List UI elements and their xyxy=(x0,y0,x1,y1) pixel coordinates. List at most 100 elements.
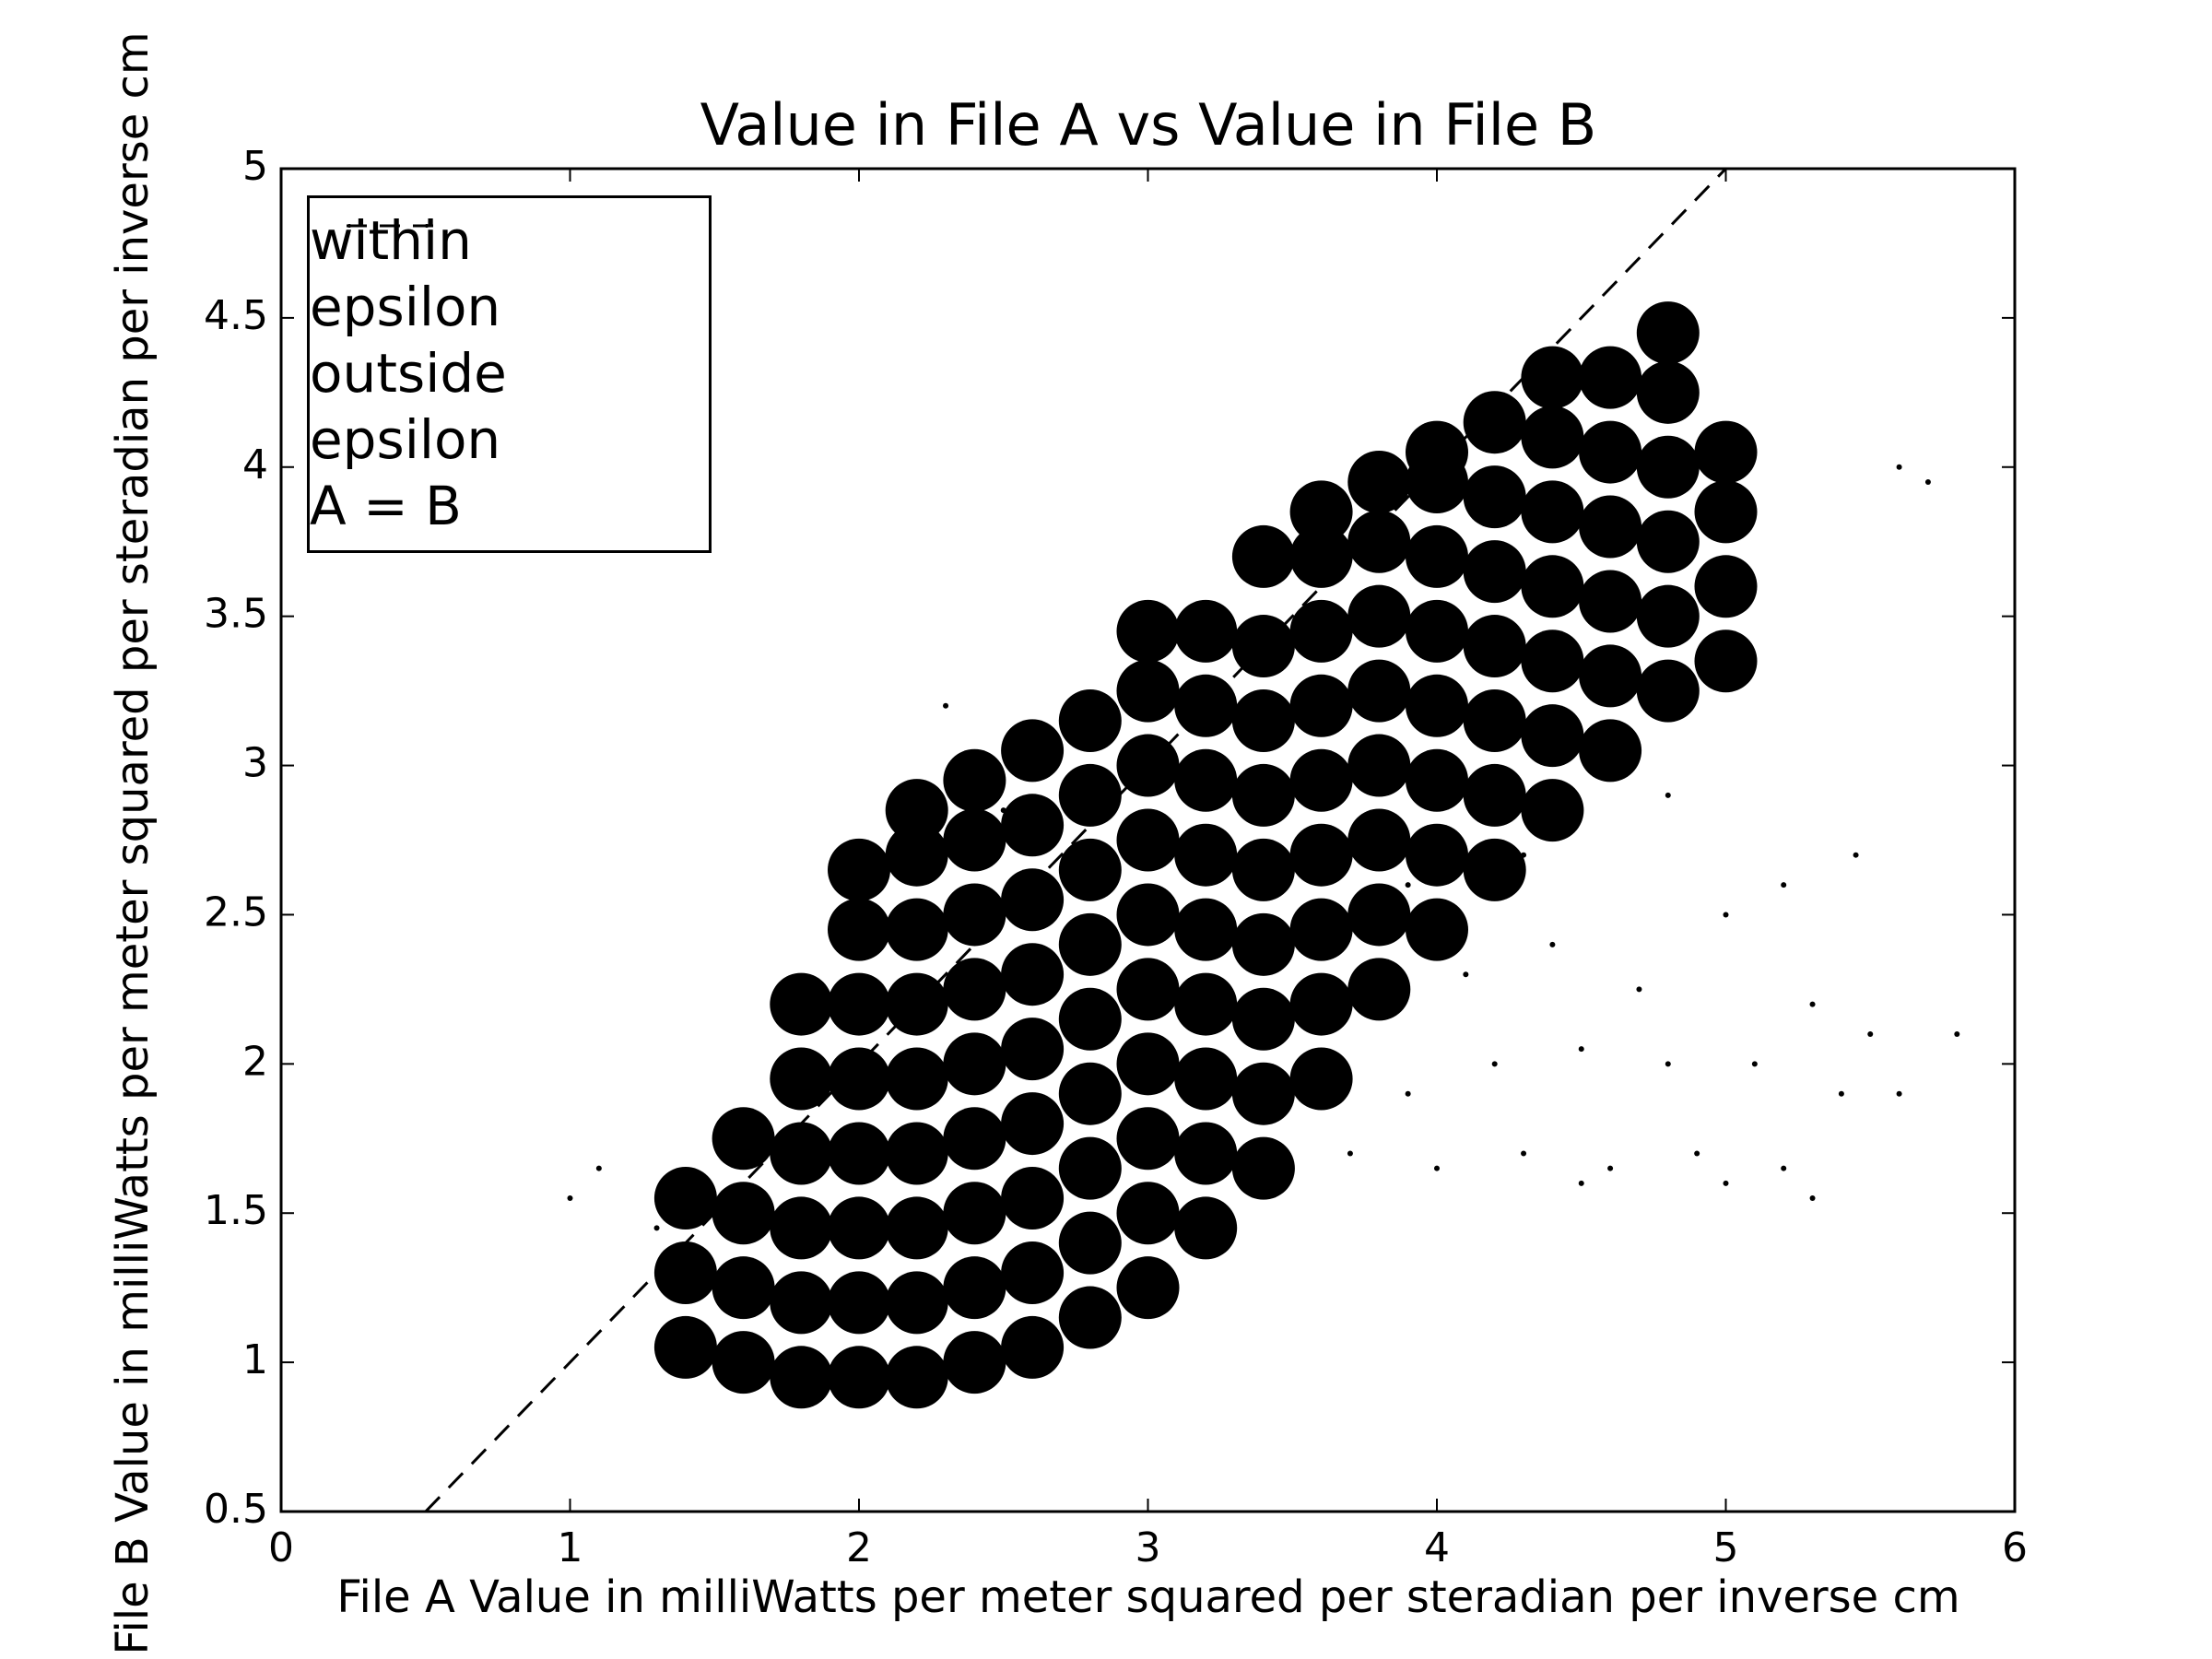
scatter-point xyxy=(1347,659,1411,723)
legend-item: A = B xyxy=(310,224,709,539)
scatter-point xyxy=(770,1271,833,1335)
scatter-point xyxy=(943,1256,1006,1320)
scatter-point xyxy=(770,1196,833,1260)
x-tick-label: 2 xyxy=(846,1524,872,1571)
scatter-point xyxy=(943,808,1006,872)
scatter-point xyxy=(1001,719,1065,782)
scatter-point xyxy=(770,972,833,1036)
scatter-point xyxy=(885,1196,948,1260)
scatter-point xyxy=(1289,972,1353,1036)
scatter-point xyxy=(885,823,948,887)
scatter-point xyxy=(1347,734,1411,797)
scatter-point xyxy=(1347,958,1411,1021)
scatter-point xyxy=(1406,524,1468,588)
scatter-point xyxy=(1174,972,1238,1036)
x-tick-label: 1 xyxy=(558,1524,583,1571)
y-tick-label: 1 xyxy=(242,1336,268,1383)
scatter-point xyxy=(1579,346,1642,409)
scatter-point xyxy=(1809,1195,1816,1202)
scatter-point xyxy=(1405,1090,1411,1097)
scatter-point xyxy=(943,1182,1006,1245)
scatter-point xyxy=(943,1107,1006,1171)
scatter-point xyxy=(1347,1150,1353,1157)
scatter-point xyxy=(1001,943,1065,1006)
scatter-point xyxy=(885,1047,948,1111)
scatter-point xyxy=(1521,346,1584,409)
y-tick-label: 3.5 xyxy=(204,591,268,638)
scatter-point xyxy=(1636,360,1700,424)
scatter-point xyxy=(1434,1165,1440,1171)
x-tick-label: 6 xyxy=(2002,1524,2028,1571)
scatter-point xyxy=(1406,898,1468,961)
scatter-point xyxy=(1116,1107,1180,1171)
x-tick-label: 3 xyxy=(1135,1524,1161,1571)
scatter-point xyxy=(828,1346,890,1409)
scatter-point xyxy=(653,1167,717,1230)
scatter-point xyxy=(1636,301,1700,365)
scatter-point xyxy=(1636,659,1700,723)
scatter-point xyxy=(1579,570,1642,633)
scatter-point xyxy=(1579,644,1642,708)
scatter-point xyxy=(653,1241,717,1304)
scatter-point xyxy=(1521,555,1584,618)
scatter-point xyxy=(1406,420,1468,484)
reference-line xyxy=(424,169,1727,1512)
scatter-point xyxy=(1058,688,1122,752)
scatter-point xyxy=(1463,688,1526,752)
scatter-point xyxy=(712,1107,775,1171)
scatter-point xyxy=(1463,391,1526,454)
legend: within epsilon outside epsilon A = B xyxy=(307,195,712,553)
scatter-point xyxy=(1058,1136,1122,1200)
scatter-point xyxy=(1116,1256,1180,1320)
scatter-point xyxy=(1924,478,1931,485)
scatter-point xyxy=(1896,464,1902,470)
legend-item: outside epsilon xyxy=(310,224,709,473)
scatter-point xyxy=(1116,883,1180,947)
scatter-point xyxy=(1231,838,1295,901)
scatter-point xyxy=(1289,674,1353,737)
scatter-point xyxy=(1579,420,1642,484)
scatter-point xyxy=(1289,748,1353,812)
scatter-point xyxy=(1463,838,1526,901)
legend-item: within epsilon xyxy=(310,207,709,340)
scatter-point xyxy=(1174,599,1238,663)
scatter-point xyxy=(1723,1180,1729,1186)
scatter-point xyxy=(1116,1182,1180,1245)
scatter-point xyxy=(1231,688,1295,752)
scatter-point xyxy=(1001,868,1065,932)
scatter-point xyxy=(1406,823,1468,887)
scatter-point xyxy=(1694,1150,1700,1157)
y-axis-label: File B Value in milliWatts per meter squ… xyxy=(107,31,159,1654)
scatter-point xyxy=(653,1315,717,1379)
scatter-point xyxy=(1000,807,1006,814)
y-tick-label: 2 xyxy=(242,1038,268,1085)
scatter-point xyxy=(1347,883,1411,947)
scatter-point xyxy=(1809,1001,1816,1007)
scatter-point xyxy=(712,1182,775,1245)
scatter-point xyxy=(1001,1315,1065,1379)
scatter-point xyxy=(1174,898,1238,961)
scatter-point xyxy=(567,1195,573,1202)
scatter-point xyxy=(1174,748,1238,812)
scatter-point xyxy=(1751,1061,1758,1067)
y-tick-label: 3 xyxy=(242,740,268,787)
scatter-point xyxy=(770,1346,833,1409)
scatter-point xyxy=(828,898,890,961)
scatter-point xyxy=(1001,1167,1065,1230)
scatter-point xyxy=(1694,555,1758,618)
scatter-point xyxy=(885,898,948,961)
x-tick-label: 4 xyxy=(1424,1524,1450,1571)
scatter-point xyxy=(943,883,1006,947)
scatter-point xyxy=(1405,882,1411,888)
scatter-point xyxy=(1231,524,1295,588)
scatter-point xyxy=(1607,1165,1614,1171)
scatter-point xyxy=(1001,1241,1065,1304)
scatter-point xyxy=(1231,1062,1295,1125)
scatter-point xyxy=(1954,1030,1960,1037)
scatter-point xyxy=(1838,1090,1844,1097)
scatter-point xyxy=(1636,435,1700,499)
y-tick-label: 4.5 xyxy=(204,292,268,339)
scatter-point xyxy=(1896,1090,1902,1097)
scatter-point xyxy=(1174,674,1238,737)
